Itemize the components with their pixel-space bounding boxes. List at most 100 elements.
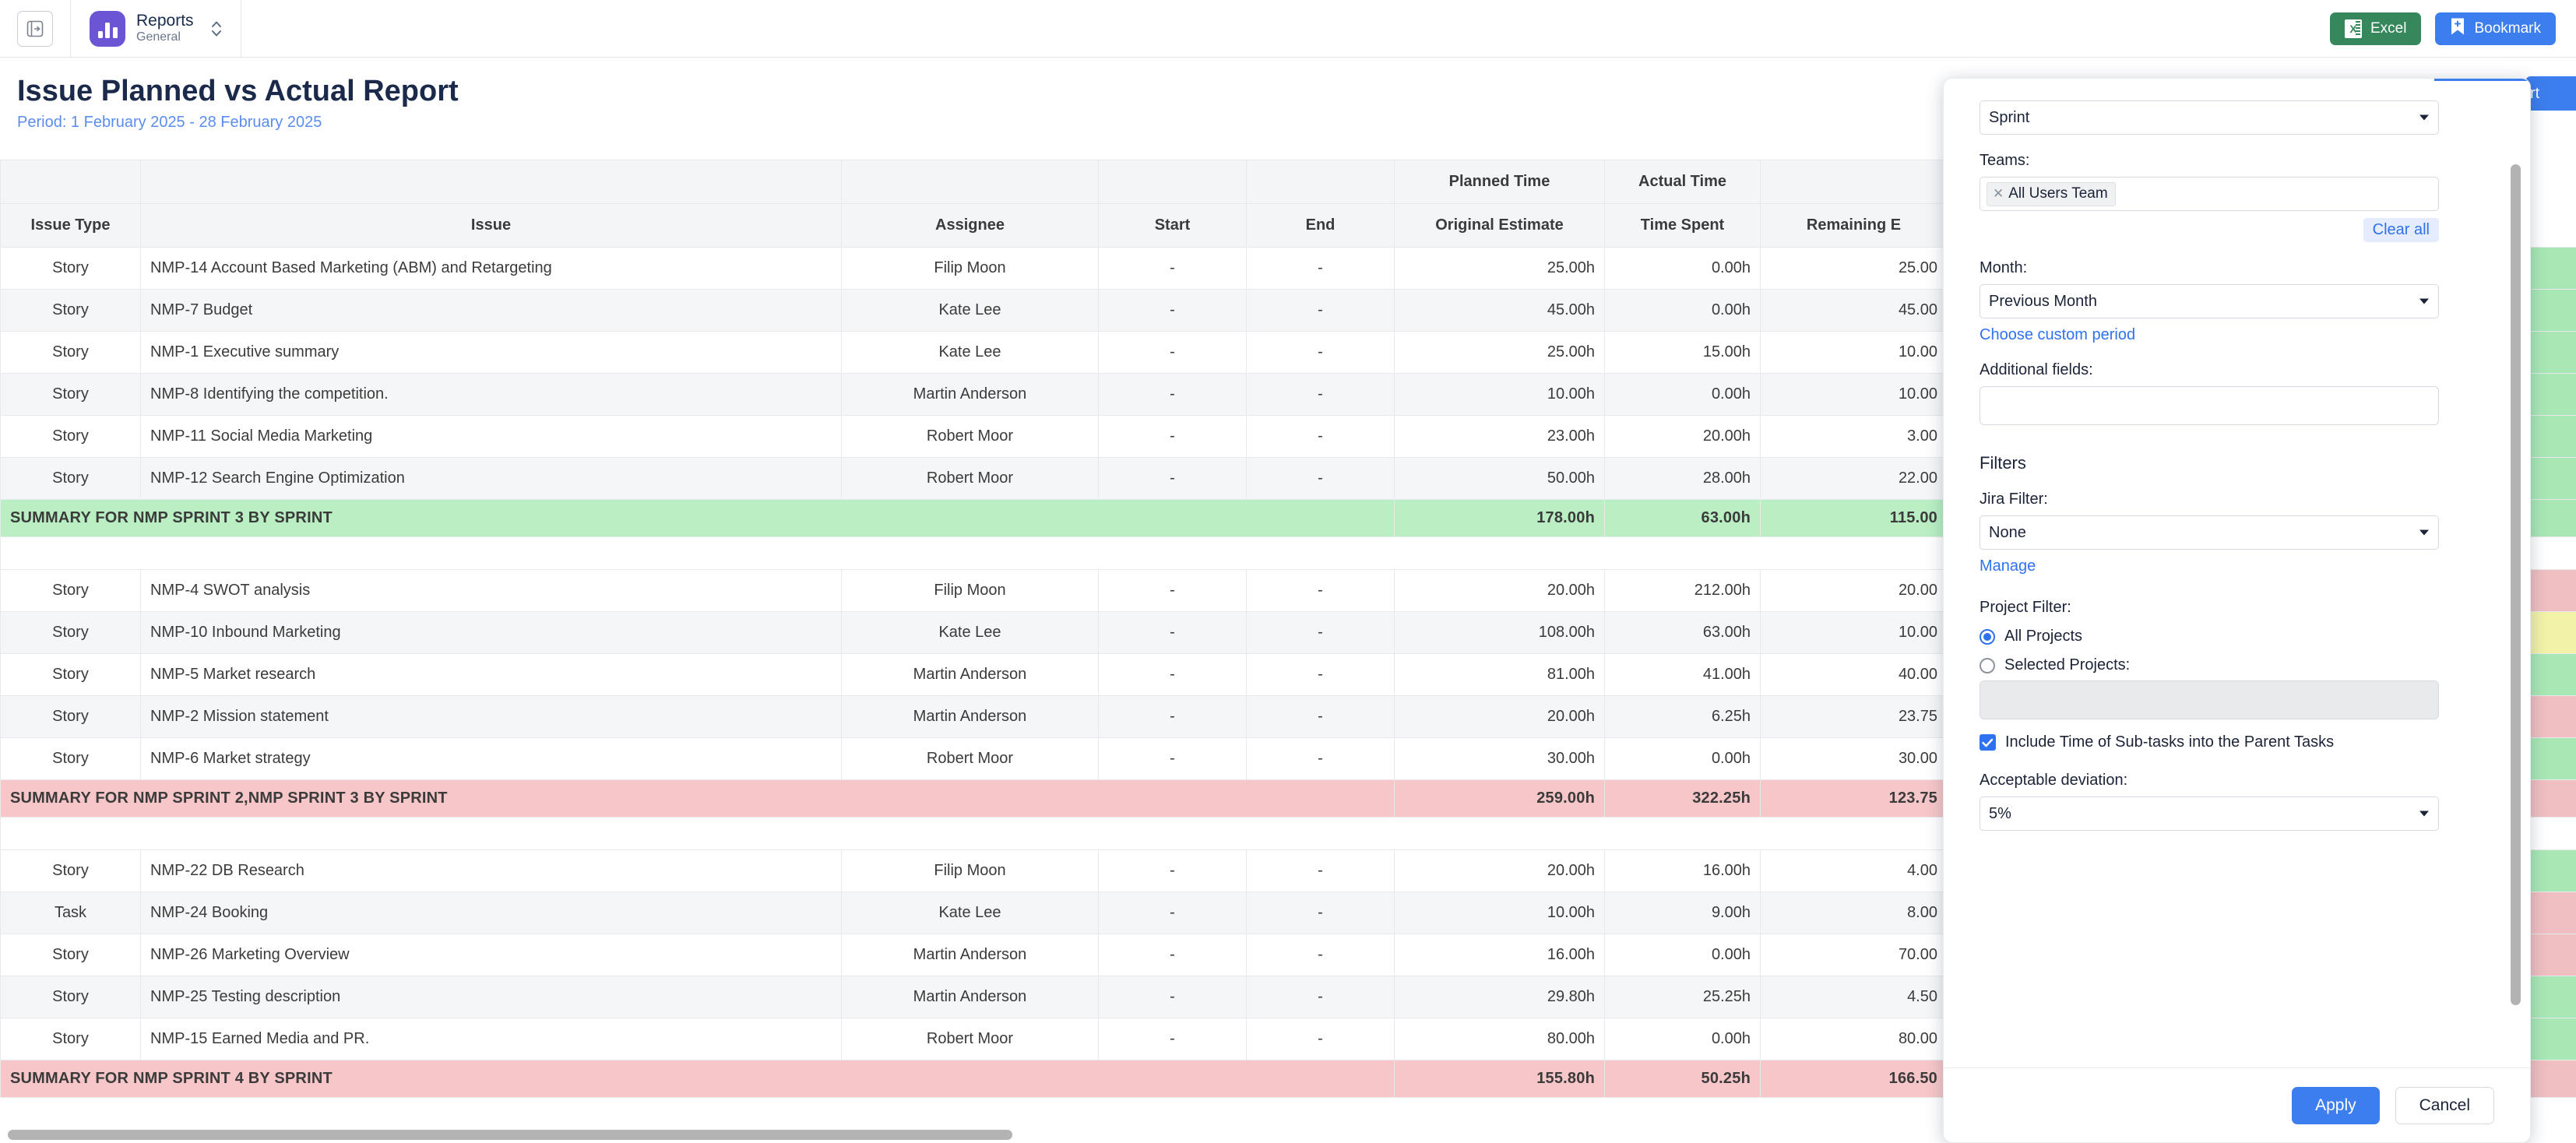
group-header-3 (1098, 160, 1247, 204)
cell-end: - (1246, 569, 1395, 612)
teams-token-input[interactable]: ✕ All Users Team (1980, 177, 2439, 211)
page-header: Issue Planned vs Actual Report Period: 1… (0, 58, 2576, 132)
cell-remaining-estimate: 8.00 (1760, 892, 1948, 934)
cell-issue: NMP-5 Market research (140, 653, 842, 696)
radio-all-projects[interactable]: All Projects (1980, 628, 2494, 645)
cell-start: - (1098, 569, 1247, 612)
excel-export-button[interactable]: X Excel (2330, 12, 2422, 45)
cell-time-spent: 25.25h (1604, 976, 1761, 1018)
include-subtasks-checkbox[interactable] (1980, 734, 1996, 751)
cell-end: - (1246, 934, 1395, 976)
chevron-down-icon (2419, 298, 2429, 304)
cell-start: - (1098, 976, 1247, 1018)
cell-original-estimate: 29.80h (1394, 976, 1605, 1018)
apply-button[interactable]: Apply (2292, 1086, 2380, 1124)
summary-value-1: 63.00h (1604, 499, 1761, 537)
cell-time-spent: 15.00h (1604, 331, 1761, 374)
column-header-assignee[interactable]: Assignee (841, 203, 1099, 248)
table-row[interactable]: Story NMP-15 Earned Media and PR. Robert M… (0, 1018, 2576, 1060)
cell-start: - (1098, 457, 1247, 500)
cell-end: - (1246, 653, 1395, 696)
acceptable-deviation-select[interactable]: 5% (1980, 797, 2439, 831)
cell-original-estimate: 16.00h (1394, 934, 1605, 976)
cell-assignee: Kate Lee (841, 892, 1099, 934)
radio-all-projects-icon[interactable] (1980, 628, 1995, 645)
group-by-select[interactable]: Sprint (1980, 100, 2439, 135)
chevron-up-down-icon[interactable] (209, 17, 223, 40)
cell-remaining-estimate: 20.00 (1760, 569, 1948, 612)
cell-issue-type: Story (0, 457, 141, 500)
cell-remaining-estimate: 22.00 (1760, 457, 1948, 500)
cell-start: - (1098, 611, 1247, 654)
cell-issue-type: Story (0, 1018, 141, 1060)
additional-fields-input[interactable] (1980, 386, 2439, 425)
cell-original-estimate: 25.00h (1394, 247, 1605, 290)
jira-filter-select[interactable]: None (1980, 515, 2439, 550)
cell-issue-type: Story (0, 289, 141, 332)
chevron-down-icon (2419, 811, 2429, 817)
column-header-issue[interactable]: Issue (140, 203, 842, 248)
cell-issue-type: Task (0, 892, 141, 934)
clear-all-button[interactable]: Clear all (2363, 218, 2439, 242)
summary-value-0: 178.00h (1394, 499, 1605, 537)
radio-all-projects-label: All Projects (2004, 628, 2083, 645)
radio-selected-projects-icon[interactable] (1980, 657, 1995, 673)
include-subtasks-row[interactable]: Include Time of Sub-tasks into the Paren… (1980, 733, 2494, 751)
selected-projects-input[interactable] (1980, 681, 2439, 719)
dialog-body: Sprint Teams: ✕ All Users Team Clear all… (1944, 79, 2530, 1067)
chevron-down-icon (2419, 114, 2429, 121)
bookmark-button[interactable]: Bookmark (2435, 12, 2556, 45)
cell-remaining-estimate: 40.00 (1760, 653, 1948, 696)
cell-remaining-estimate: 23.75 (1760, 695, 1948, 738)
teams-token-label: All Users Team (2008, 185, 2108, 202)
cell-end: - (1246, 737, 1395, 780)
summary-value-2: 166.50 (1760, 1060, 1948, 1098)
manage-filters-link[interactable]: Manage (1980, 557, 2036, 575)
cell-start: - (1098, 849, 1247, 892)
cell-assignee: Robert Moor (841, 457, 1099, 500)
radio-selected-projects-label: Selected Projects: (2004, 656, 2131, 673)
chart-toggle-button[interactable]: rt (2525, 76, 2576, 111)
column-header-start[interactable]: Start (1098, 203, 1247, 248)
cell-assignee: Robert Moor (841, 1018, 1099, 1060)
cell-original-estimate: 30.00h (1394, 737, 1605, 780)
dialog-scrollbar[interactable] (2511, 164, 2521, 1005)
group-header-5: Planned Time (1394, 160, 1605, 204)
summary-label: SUMMARY FOR NMP SPRINT 3 BY SPRINT (0, 499, 1395, 537)
column-header-remaining-e[interactable]: Remaining E (1760, 203, 1948, 248)
cancel-button[interactable]: Cancel (2395, 1086, 2494, 1124)
cell-time-spent: 0.00h (1604, 737, 1761, 780)
cell-assignee: Robert Moor (841, 737, 1099, 780)
horizontal-scrollbar[interactable] (8, 1130, 1012, 1140)
teams-token[interactable]: ✕ All Users Team (1987, 181, 2116, 206)
cell-end: - (1246, 331, 1395, 374)
cell-assignee: Martin Anderson (841, 976, 1099, 1018)
app-switcher[interactable]: Reports General (90, 10, 223, 47)
cell-issue-type: Story (0, 737, 141, 780)
cell-remaining-estimate: 45.00 (1760, 289, 1948, 332)
cell-issue: NMP-8 Identifying the competition. (140, 373, 842, 416)
group-header-0 (0, 160, 141, 204)
radio-selected-projects[interactable]: Selected Projects: (1980, 656, 2494, 674)
cell-assignee: Filip Moon (841, 247, 1099, 290)
summary-label: SUMMARY FOR NMP SPRINT 4 BY SPRINT (0, 1060, 1395, 1098)
chevron-down-icon (2419, 529, 2429, 536)
cell-issue: NMP-11 Social Media Marketing (140, 415, 842, 458)
column-header-time-spent[interactable]: Time Spent (1604, 203, 1761, 248)
cell-issue: NMP-12 Search Engine Optimization (140, 457, 842, 500)
month-select[interactable]: Previous Month (1980, 284, 2439, 318)
column-header-issue-type[interactable]: Issue Type (0, 203, 141, 248)
report-period: Period: 1 February 2025 - 28 February 20… (17, 114, 322, 131)
cell-assignee: Robert Moor (841, 415, 1099, 458)
remove-token-icon[interactable]: ✕ (1993, 185, 2004, 201)
cell-time-spent: 212.00h (1604, 569, 1761, 612)
group-by-value: Sprint (1989, 108, 2030, 126)
panel-collapse-icon[interactable] (17, 10, 53, 47)
cell-issue-type: Story (0, 695, 141, 738)
choose-custom-period-link[interactable]: Choose custom period (1980, 326, 2136, 343)
cell-assignee: Filip Moon (841, 849, 1099, 892)
summary-value-1: 322.25h (1604, 779, 1761, 818)
column-header-original-estimate[interactable]: Original Estimate (1394, 203, 1605, 248)
column-header-end[interactable]: End (1246, 203, 1395, 248)
cell-original-estimate: 80.00h (1394, 1018, 1605, 1060)
